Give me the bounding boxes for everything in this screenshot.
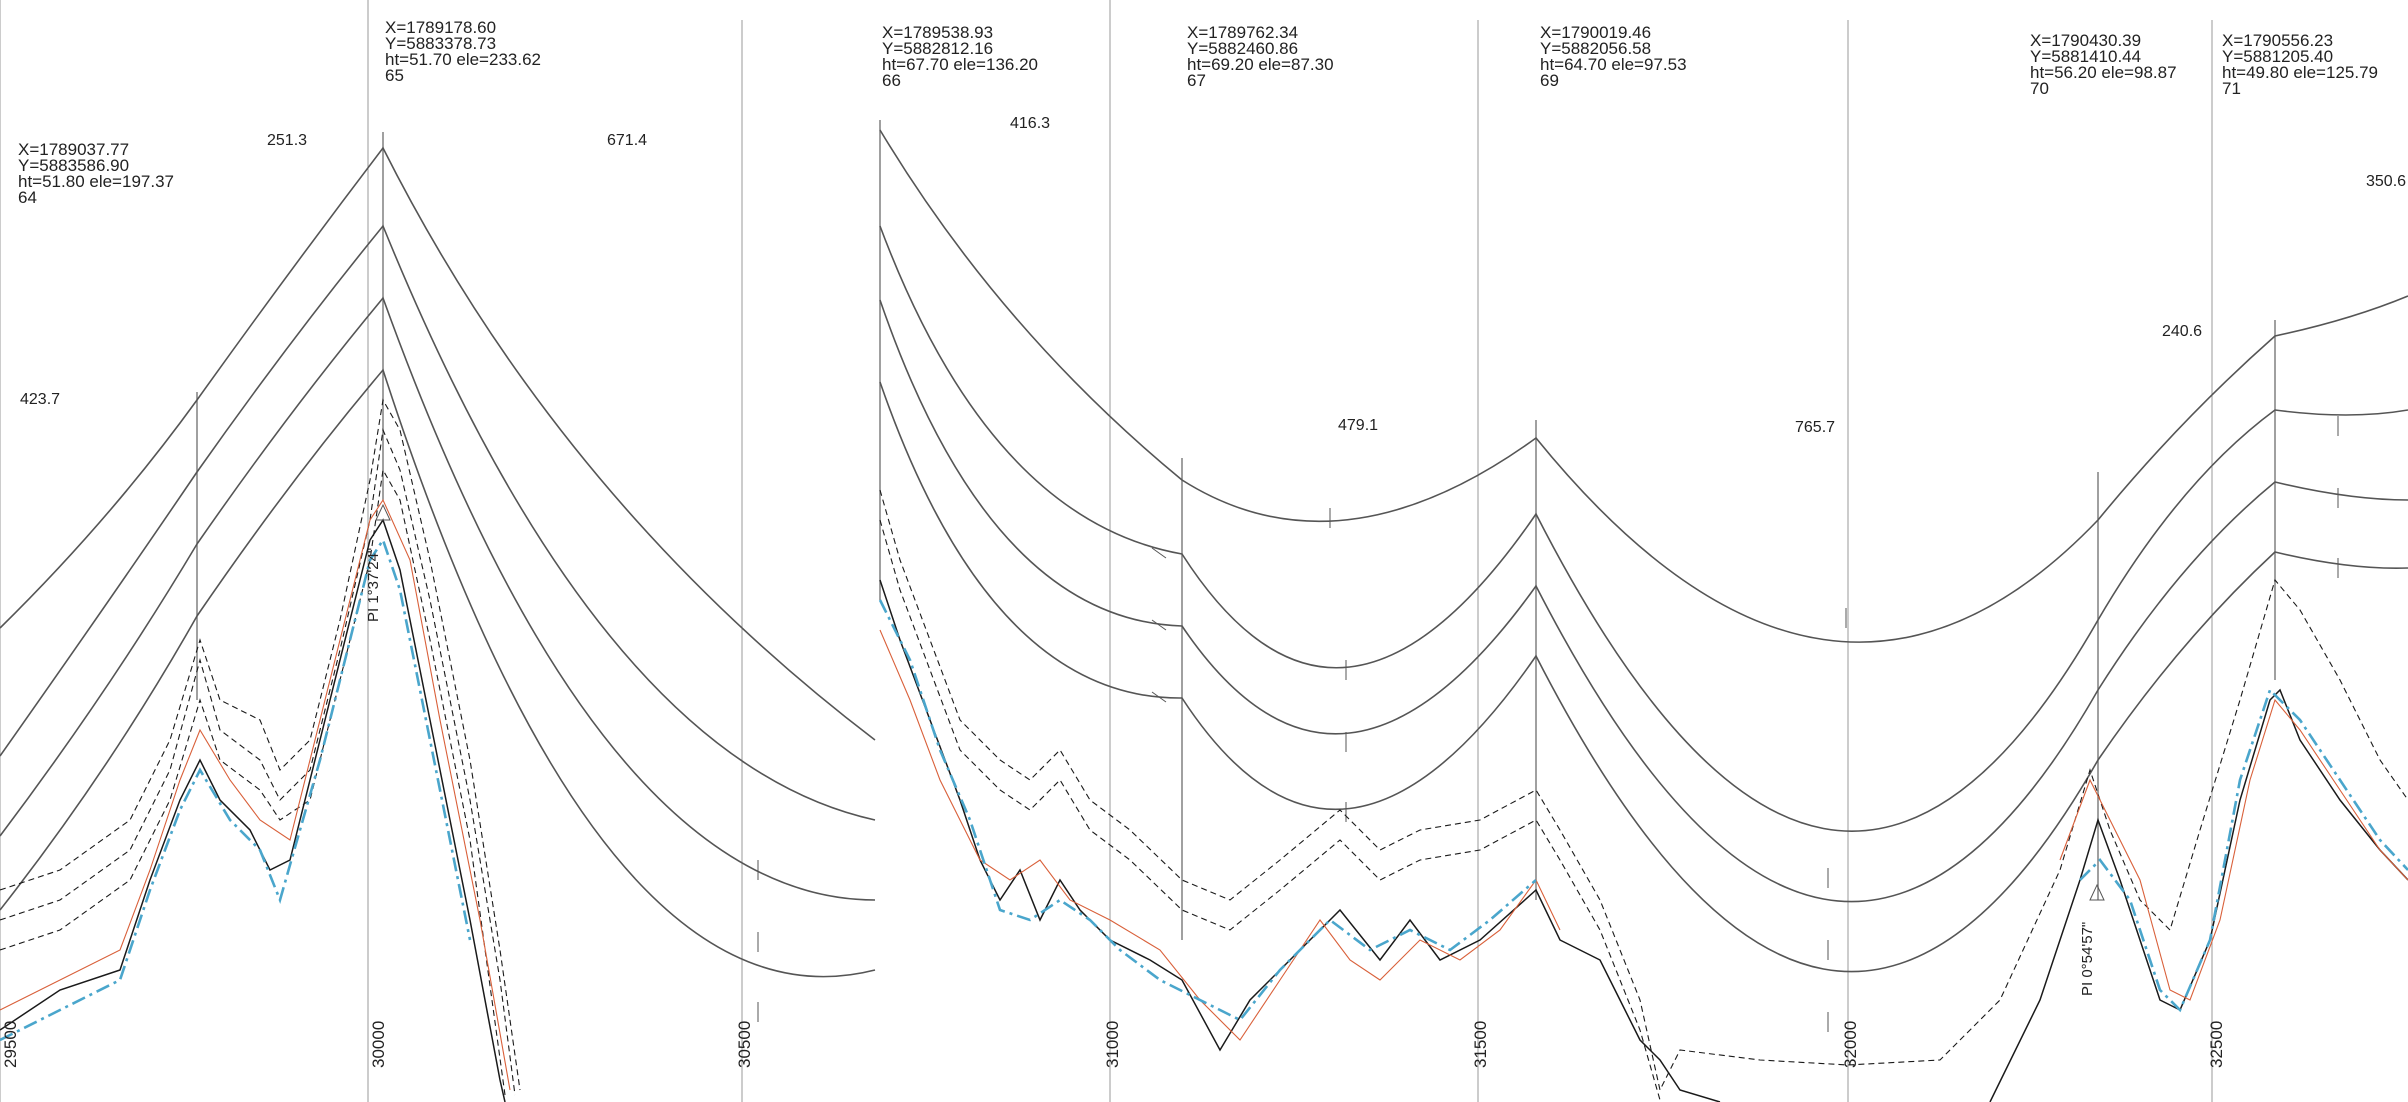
clearance-line-2 <box>0 427 516 1096</box>
conductor-wire-3-right <box>879 299 2408 903</box>
span-length: 416.3 <box>1010 115 1050 132</box>
offset-line-right-right <box>878 599 1537 1022</box>
chainage-gridlines <box>0 0 2213 1102</box>
structure-65-label: X=1789178.60 Y=5883378.73 ht=51.70 ele=2… <box>385 18 546 85</box>
coord-y: Y=5881410.44 <box>2030 47 2141 66</box>
offset-line-left <box>0 498 511 1091</box>
span-length: 240.6 <box>2162 323 2202 340</box>
chainage-label: 30500 <box>735 1021 754 1068</box>
conductor-wire-1-right <box>879 129 2408 643</box>
chainage-label: 30000 <box>369 1021 388 1068</box>
ht-ele: ht=67.70 ele=136.20 <box>882 55 1038 74</box>
span-length: 423.7 <box>20 391 60 408</box>
chainage-label: 32000 <box>1841 1021 1860 1068</box>
coord-y: Y=5883586.90 <box>18 156 129 175</box>
ht-ele: ht=64.70 ele=97.53 <box>1540 55 1687 74</box>
conductor-wire-4 <box>0 368 876 978</box>
coord-x: X=1790430.39 <box>2030 31 2141 50</box>
structure-64-label: X=1789037.77 Y=5883586.90 ht=51.80 ele=1… <box>18 140 179 207</box>
structure-id: 69 <box>1540 71 1559 90</box>
conductor-wire-3 <box>0 296 876 901</box>
low-point-ticks <box>757 416 2339 1032</box>
coord-x: X=1789037.77 <box>18 140 129 159</box>
structure-id: 67 <box>1187 71 1206 90</box>
clearance-line-5 <box>879 519 1661 1101</box>
structure-id: 66 <box>882 71 901 90</box>
offset-line-left-right-2 <box>2059 698 2408 1001</box>
coord-y: Y=5882812.16 <box>882 39 993 58</box>
structure-71-label: X=1790556.23 Y=5881205.40 ht=49.80 ele=1… <box>2222 31 2383 98</box>
structure-66-label: X=1789538.93 Y=5882812.16 ht=67.70 ele=1… <box>882 23 1043 90</box>
structure-poles <box>196 120 2276 940</box>
coord-x: X=1789538.93 <box>882 23 993 42</box>
clearance-line-3 <box>0 468 506 1096</box>
coord-y: Y=5882056.58 <box>1540 39 1651 58</box>
structure-labels: X=1789037.77 Y=5883586.90 ht=51.80 ele=1… <box>18 18 2383 207</box>
ground-profile-right-2 <box>1989 688 2408 1102</box>
offset-line-left-right <box>879 629 1561 1041</box>
structure-67-label: X=1789762.34 Y=5882460.86 ht=69.20 ele=8… <box>1187 23 1338 90</box>
coord-y: Y=5881205.40 <box>2222 47 2333 66</box>
clearance-line-1 <box>0 398 521 1091</box>
pi-marker-icon <box>2089 883 2105 901</box>
sheet-break <box>872 0 878 1102</box>
span-length: 671.4 <box>607 132 647 149</box>
ground-profile-right <box>879 579 1721 1102</box>
structure-70-label: X=1790430.39 Y=5881410.44 ht=56.20 ele=9… <box>2030 31 2181 98</box>
ht-ele: ht=51.70 ele=233.62 <box>385 50 541 69</box>
ht-ele: ht=51.80 ele=197.37 <box>18 172 174 191</box>
span-length: 350.6 <box>2366 173 2406 190</box>
structure-id: 71 <box>2222 79 2241 98</box>
ht-ele: ht=69.20 ele=87.30 <box>1187 55 1334 74</box>
coord-x: X=1790556.23 <box>2222 31 2333 50</box>
coord-x: X=1790019.46 <box>1540 23 1651 42</box>
coord-y: Y=5883378.73 <box>385 34 496 53</box>
structure-id: 70 <box>2030 79 2049 98</box>
conductor-wire-1 <box>0 146 876 741</box>
chainage-label: 31500 <box>1471 1021 1490 1068</box>
pi-angle-label: PI 0°54'57" <box>2079 922 2096 996</box>
offset-line-right <box>0 537 472 1042</box>
ground-profiles <box>0 398 2408 1102</box>
chainage-label: 32500 <box>2207 1021 2226 1068</box>
coord-x: X=1789762.34 <box>1187 23 1298 42</box>
conductor-wire-2-right <box>879 225 2408 832</box>
coord-y: Y=5882460.86 <box>1187 39 1298 58</box>
coord-x: X=1789178.60 <box>385 18 496 37</box>
structure-69-label: X=1790019.46 Y=5882056.58 ht=64.70 ele=9… <box>1540 23 1691 90</box>
tick <box>1151 619 1167 631</box>
ht-ele: ht=49.80 ele=125.79 <box>2222 63 2378 82</box>
ground-profile <box>0 518 506 1102</box>
span-lengths: 423.7 251.3 671.4 416.3 479.1 765.7 240.… <box>20 115 2406 436</box>
chainage-label: 31000 <box>1103 1021 1122 1068</box>
tick <box>1151 547 1167 559</box>
pi-angle-label: PI 1°37'24" <box>365 548 382 622</box>
chainage-label: 29500 <box>1 1021 20 1068</box>
span-length: 765.7 <box>1795 419 1835 436</box>
structure-id: 65 <box>385 66 404 85</box>
structure-id: 64 <box>18 188 37 207</box>
pi-marker-icon <box>375 503 391 521</box>
conductor-wire-2 <box>0 224 876 821</box>
offset-line-right-right-2 <box>2079 687 2408 1013</box>
conductor-catenaries <box>0 129 2408 978</box>
tick <box>1151 691 1167 703</box>
conductor-wire-4-right <box>879 381 2408 973</box>
ht-ele: ht=56.20 ele=98.87 <box>2030 63 2177 82</box>
chainage-labels: 29500 30000 30500 31000 31500 32000 3250… <box>1 1021 2226 1068</box>
span-length: 251.3 <box>267 132 307 149</box>
span-length: 479.1 <box>1338 417 1378 434</box>
clearance-line-4 <box>879 489 2408 1092</box>
